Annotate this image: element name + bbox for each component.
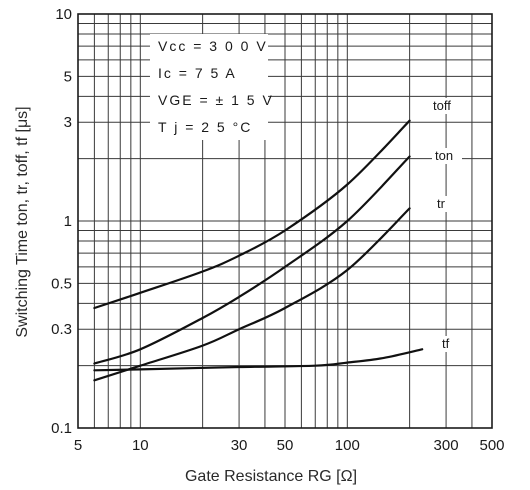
series-line-tf bbox=[93, 348, 424, 372]
y-tick-label: 0.1 bbox=[51, 420, 72, 437]
series-label-ton: ton bbox=[435, 148, 453, 163]
series-label-tr: tr bbox=[437, 196, 446, 211]
series-line-ton bbox=[93, 155, 411, 365]
y-tick-label: 1 bbox=[64, 213, 72, 230]
plot-frame bbox=[77, 13, 493, 429]
series-line-tr bbox=[93, 207, 411, 382]
series-label-bg bbox=[430, 98, 468, 114]
y-tick-label: 0.5 bbox=[51, 275, 72, 292]
y-tick-label: 5 bbox=[64, 68, 72, 85]
condition-vcc: Vcc = 3 0 0 V bbox=[158, 38, 268, 54]
x-tick-label: 100 bbox=[335, 437, 360, 454]
series-label-bg bbox=[439, 336, 461, 352]
series-label-tf: tf bbox=[442, 336, 450, 351]
x-tick-label: 10 bbox=[132, 437, 149, 454]
series-group bbox=[93, 119, 424, 382]
y-tick-labels: 0.1 0.3 0.5 1 3 5 10 bbox=[51, 6, 72, 437]
x-tick-label: 300 bbox=[434, 437, 459, 454]
condition-ic: Ic = 7 5 A bbox=[158, 65, 237, 81]
y-tick-label: 10 bbox=[55, 6, 72, 23]
y-tick-label: 3 bbox=[64, 114, 72, 131]
condition-vge: VGE = ± 1 5 V bbox=[158, 92, 274, 108]
y-axis-label: Switching Time ton, tr, toff, tf [μs] bbox=[14, 106, 31, 337]
series-label-toff: toff bbox=[433, 98, 451, 113]
x-tick-label: 50 bbox=[277, 437, 294, 454]
x-tick-labels: 5 10 30 50 100 300 500 bbox=[74, 437, 505, 454]
x-tick-label: 500 bbox=[479, 437, 504, 454]
conditions-box bbox=[150, 34, 268, 140]
x-axis-label: Gate Resistance RG [Ω] bbox=[185, 468, 357, 485]
series-line-toff bbox=[93, 119, 411, 310]
series-labels: toff ton tr tf bbox=[430, 98, 468, 352]
series-label-bg bbox=[434, 196, 456, 212]
x-tick-label: 30 bbox=[231, 437, 248, 454]
series-label-bg bbox=[432, 148, 462, 164]
y-tick-label: 0.3 bbox=[51, 321, 72, 338]
x-tick-label: 5 bbox=[74, 437, 82, 454]
condition-tj: T j = 2 5 °C bbox=[158, 119, 252, 135]
